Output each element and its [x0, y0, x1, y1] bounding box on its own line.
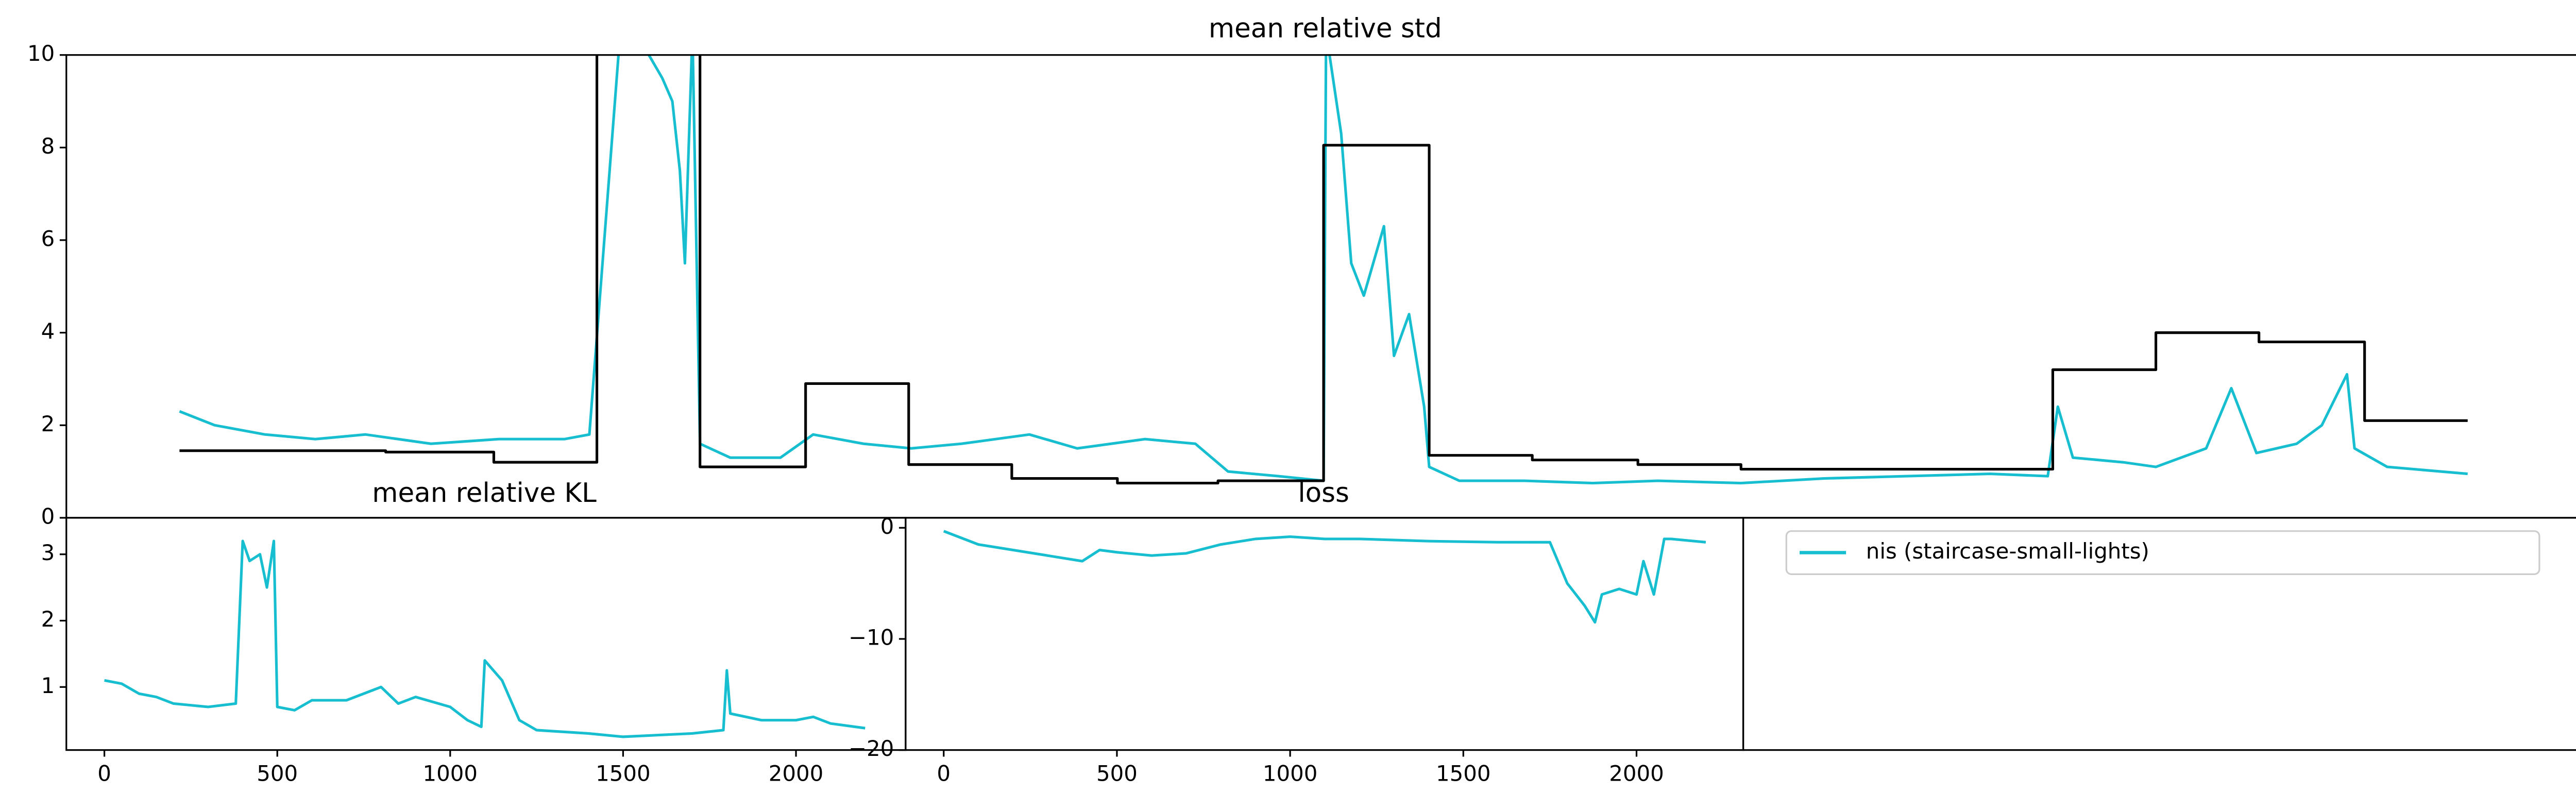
- y-tick-label: 10: [27, 41, 55, 66]
- x-tick-label: 1000: [1263, 761, 1318, 786]
- y-tick-label: 0: [41, 503, 55, 529]
- series-line: [943, 530, 1706, 624]
- y-tick-label: 0: [880, 514, 894, 539]
- x-tick-label: 2000: [769, 761, 823, 786]
- x-tick-label: 1000: [423, 761, 478, 786]
- x-tick-label: 0: [97, 761, 111, 786]
- y-tick-label: 8: [41, 133, 55, 159]
- y-tick-label: 2: [41, 606, 55, 632]
- x-tick-label: 1500: [596, 761, 651, 786]
- y-tick-label: 6: [41, 226, 55, 251]
- series-line: [179, 55, 2468, 485]
- x-tick-label: 500: [257, 761, 298, 786]
- y-tick-label: −20: [849, 736, 894, 761]
- plot-area: [943, 530, 1706, 624]
- y-tick-label: 3: [41, 540, 55, 565]
- y-tick-label: 4: [41, 318, 55, 344]
- legend-box: [1785, 530, 2540, 575]
- legend: nis (staircase-small-lights): [1785, 530, 2540, 575]
- y-tick-label: −10: [849, 625, 894, 650]
- axes-title: loss: [1298, 478, 1349, 509]
- series-line: [104, 539, 866, 738]
- x-tick-label: 500: [1096, 761, 1138, 786]
- series-line: [179, 55, 2468, 485]
- plot-area: [104, 539, 866, 738]
- plot-area: [179, 55, 2468, 485]
- axes-title: mean relative KL: [372, 478, 597, 509]
- axes-frame: [1742, 517, 2576, 751]
- legend-label: nis (staircase-small-lights): [1866, 538, 2149, 564]
- x-tick-label: 1500: [1436, 761, 1491, 786]
- y-tick-label: 2: [41, 411, 55, 436]
- axes-title: mean relative std: [1209, 13, 1442, 44]
- y-tick-label: 1: [41, 673, 55, 698]
- x-tick-label: 2000: [1609, 761, 1664, 786]
- x-tick-label: 0: [937, 761, 951, 786]
